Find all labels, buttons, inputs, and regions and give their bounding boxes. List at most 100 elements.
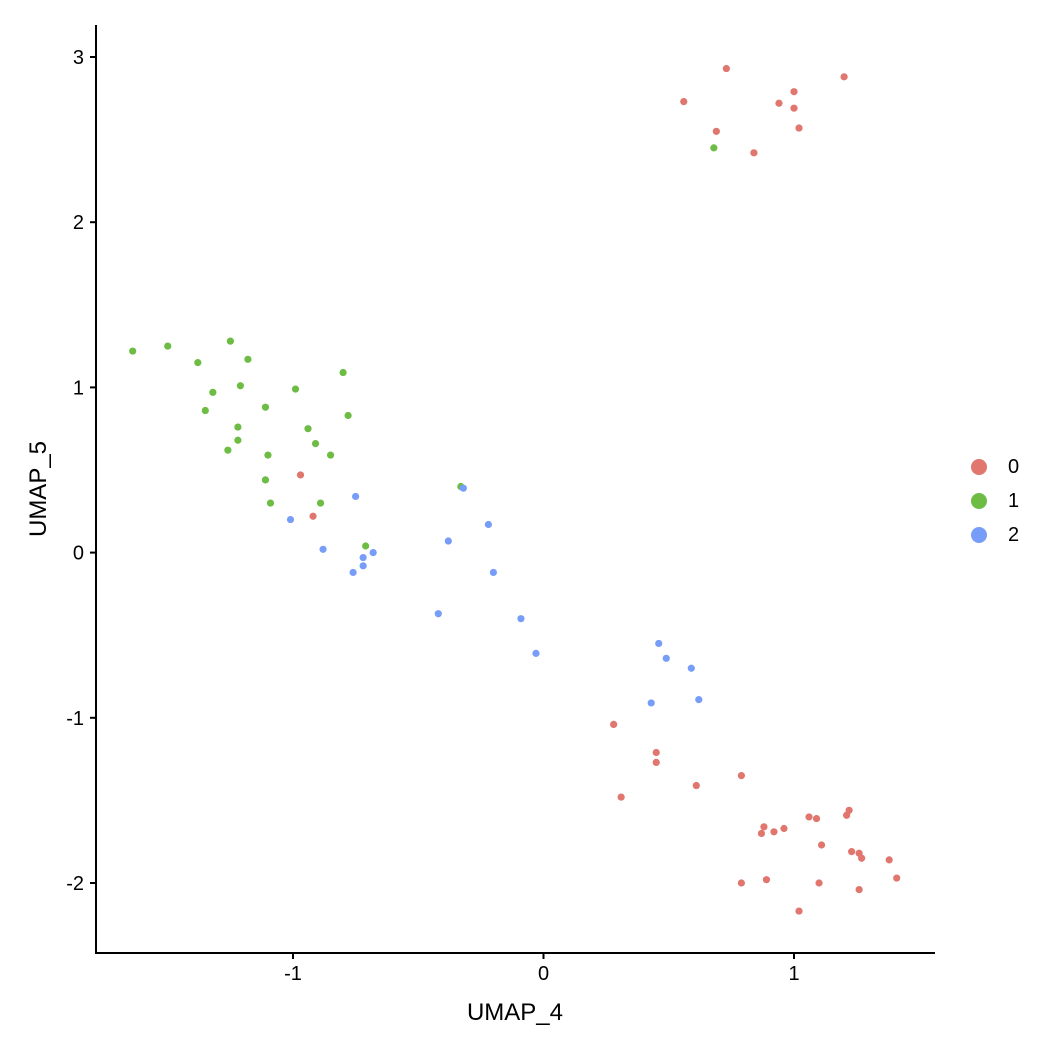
data-point-cluster-1 (164, 342, 172, 350)
data-point-cluster-0 (296, 471, 305, 479)
data-point-cluster-1 (129, 347, 137, 355)
data-point-cluster-0 (795, 124, 803, 132)
data-point-cluster-0 (805, 813, 813, 821)
data-point-cluster-0 (680, 98, 688, 106)
data-point-cluster-1 (266, 499, 275, 507)
data-point-cluster-1 (234, 436, 242, 444)
data-point-cluster-2 (647, 699, 655, 707)
y-tick-label: 1 (73, 377, 84, 399)
data-point-cluster-1 (236, 382, 244, 390)
legend-label: 0 (1008, 455, 1020, 478)
data-point-cluster-0 (790, 88, 798, 96)
legend-item-1: 1 (968, 484, 1019, 518)
data-point-cluster-0 (858, 854, 866, 862)
data-point-cluster-0 (840, 73, 848, 81)
data-point-cluster-1 (339, 368, 347, 377)
legend-label: 2 (1008, 523, 1020, 546)
data-point-cluster-0 (885, 856, 893, 864)
data-point-cluster-1 (316, 499, 325, 507)
data-point-cluster-2 (687, 664, 695, 672)
y-tick-label: 3 (73, 47, 84, 69)
data-point-cluster-2 (484, 520, 492, 529)
x-tick-label: 1 (788, 963, 799, 985)
data-point-cluster-1 (344, 411, 352, 420)
legend-item-2: 2 (968, 518, 1019, 552)
data-point-cluster-0 (610, 720, 618, 729)
data-point-cluster-1 (209, 388, 217, 396)
data-point-cluster-0 (780, 824, 788, 833)
data-point-cluster-2 (349, 568, 357, 577)
data-point-cluster-1 (264, 451, 272, 459)
data-point-cluster-0 (309, 512, 317, 520)
data-point-cluster-0 (775, 99, 783, 107)
data-point-cluster-1 (362, 542, 370, 550)
data-point-cluster-1 (291, 385, 300, 393)
legend-dot-icon (971, 527, 987, 543)
data-point-cluster-0 (617, 793, 625, 801)
data-point-cluster-0 (815, 879, 823, 887)
data-point-cluster-1 (261, 476, 270, 484)
data-point-cluster-0 (652, 748, 660, 757)
data-point-cluster-1 (326, 451, 335, 459)
data-point-cluster-1 (244, 355, 252, 363)
data-point-cluster-0 (712, 127, 720, 135)
data-point-cluster-0 (692, 781, 700, 790)
x-axis-title: UMAP_4 (467, 999, 563, 1026)
data-point-cluster-0 (652, 758, 660, 767)
y-tick-label: 2 (73, 212, 84, 234)
data-point-cluster-0 (812, 814, 821, 823)
data-point-cluster-2 (489, 568, 497, 577)
y-axis-ticks: -2 -1 0 1 2 3 (66, 47, 96, 895)
data-point-cluster-2 (319, 545, 327, 553)
data-point-cluster-1 (194, 359, 202, 367)
data-point-cluster-1 (304, 425, 312, 433)
data-point-cluster-0 (737, 772, 745, 780)
data-point-cluster-1 (201, 406, 209, 415)
data-point-cluster-0 (750, 149, 758, 157)
data-point-cluster-0 (848, 848, 856, 856)
data-point-cluster-2 (369, 549, 377, 557)
x-tick-label: -1 (284, 963, 302, 985)
data-point-cluster-0 (795, 907, 803, 915)
data-point-cluster-0 (770, 828, 778, 836)
data-point-cluster-0 (893, 874, 901, 882)
data-point-cluster-2 (444, 537, 452, 545)
data-point-cluster-2 (517, 615, 525, 623)
x-axis-ticks: -1 0 1 (284, 953, 800, 985)
data-point-cluster-0 (737, 879, 745, 887)
data-point-cluster-1 (311, 439, 320, 448)
y-axis-title: UMAP_5 (25, 441, 52, 537)
data-point-cluster-2 (662, 654, 670, 662)
y-tick-label: 0 (73, 543, 84, 565)
data-point-cluster-2 (434, 610, 442, 618)
data-point-cluster-0 (843, 811, 851, 819)
data-point-cluster-0 (762, 876, 771, 884)
data-point-cluster-2 (459, 484, 467, 492)
data-point-cluster-1 (234, 423, 242, 431)
data-point-cluster-1 (710, 144, 718, 152)
data-point-cluster-2 (352, 492, 360, 501)
data-point-cluster-0 (855, 886, 863, 894)
data-point-cluster-0 (817, 841, 826, 849)
data-point-cluster-1 (261, 403, 270, 411)
data-point-cluster-2 (532, 649, 540, 657)
data-point-cluster-0 (790, 104, 798, 112)
y-tick-label: -2 (66, 873, 84, 895)
legend: 0 1 2 (968, 450, 1019, 552)
legend-dot-icon (971, 459, 987, 475)
data-point-cluster-2 (655, 639, 663, 648)
data-point-cluster-1 (226, 337, 234, 345)
data-points (129, 64, 901, 915)
data-point-cluster-2 (359, 553, 367, 562)
data-point-cluster-0 (760, 823, 768, 831)
data-point-cluster-2 (359, 562, 367, 570)
x-tick-label: 0 (538, 963, 549, 985)
data-point-cluster-2 (695, 696, 703, 704)
data-point-cluster-2 (286, 515, 295, 524)
data-point-cluster-1 (224, 446, 232, 454)
legend-label: 1 (1008, 489, 1020, 512)
legend-dot-icon (971, 493, 987, 509)
data-point-cluster-0 (757, 829, 766, 838)
legend-item-0: 0 (968, 450, 1019, 484)
